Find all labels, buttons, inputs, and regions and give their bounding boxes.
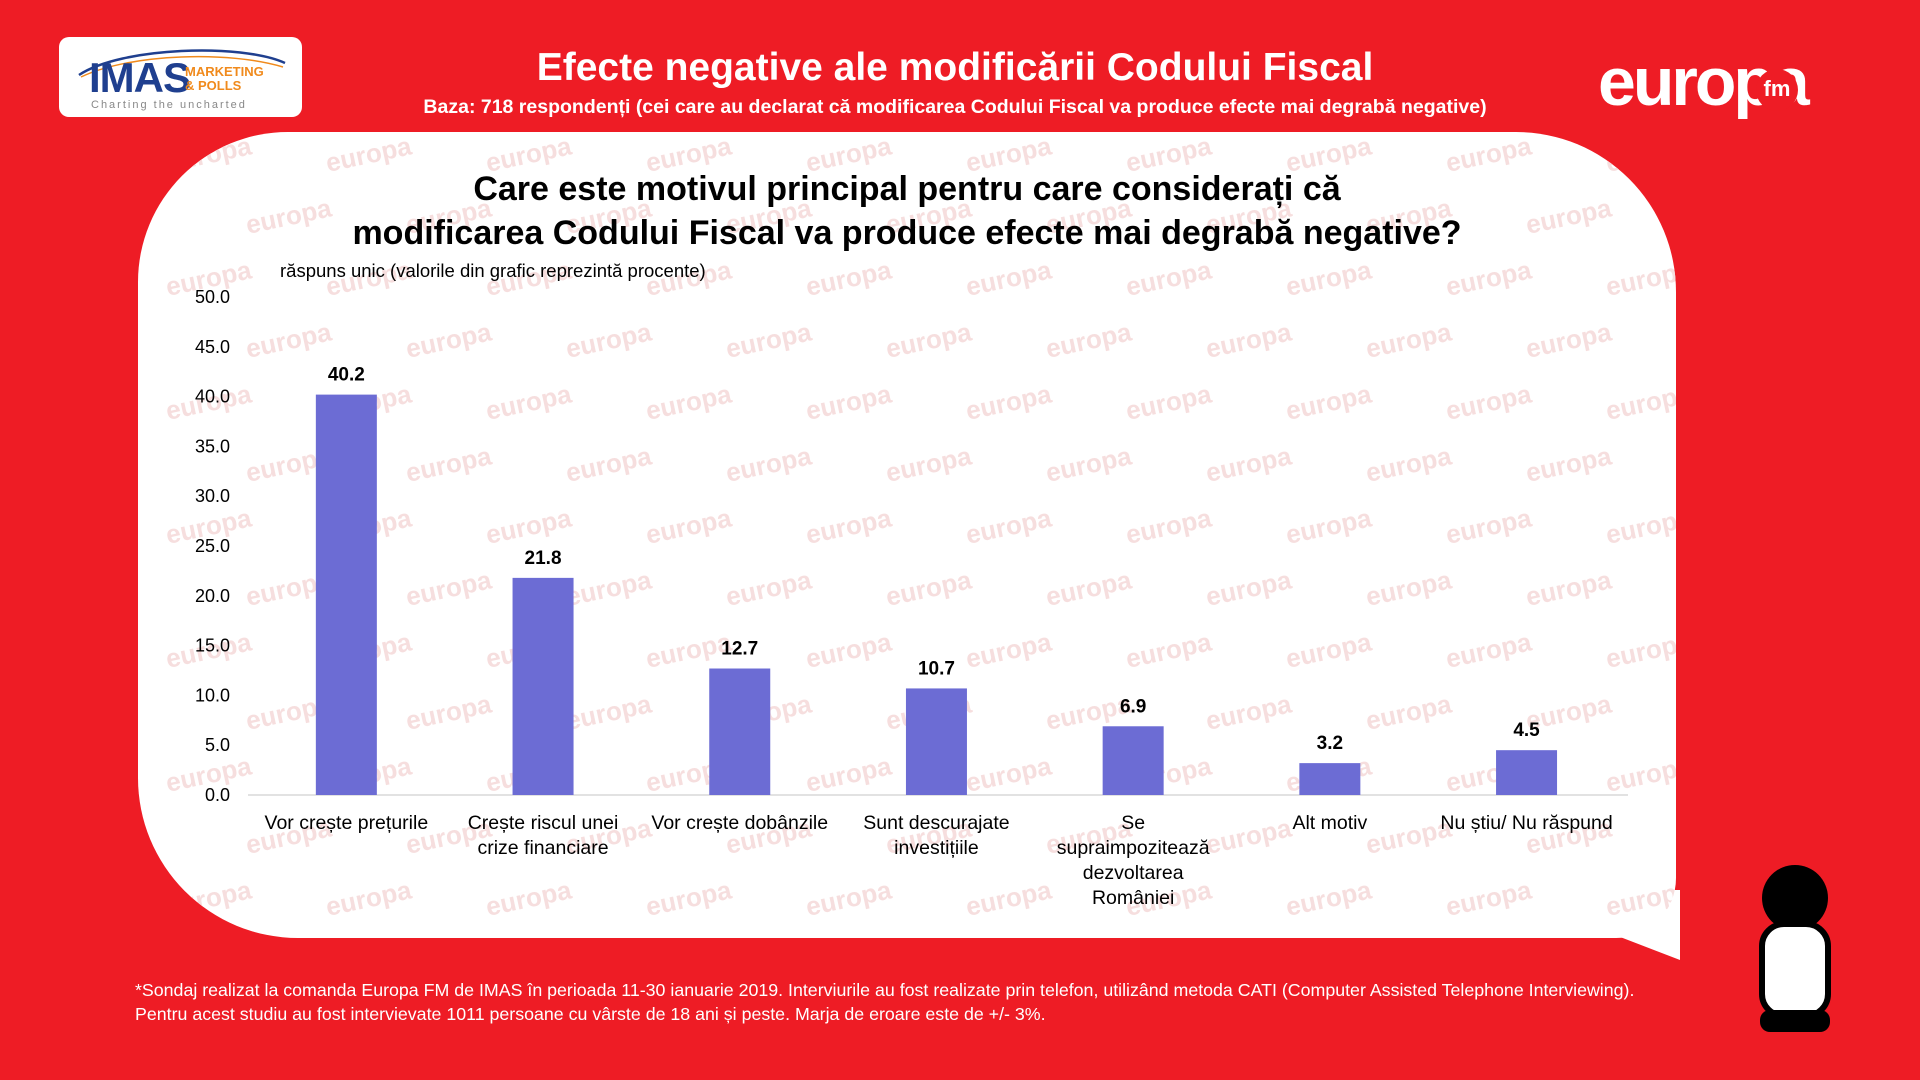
data-label: 12.7 <box>721 639 758 660</box>
y-tick-label: 45.0 <box>195 337 230 357</box>
chart-question: Care este motivul principal pentru care … <box>138 167 1676 255</box>
bar <box>1102 726 1164 795</box>
y-tick-label: 50.0 <box>195 287 230 307</box>
y-tick-label: 15.0 <box>195 636 230 656</box>
footnote: *Sondaj realizat la comanda Europa FM de… <box>135 978 1785 1026</box>
x-tick-label: Alt motiv <box>1292 812 1367 834</box>
bar <box>315 394 377 795</box>
x-tick-label: Vor crește dobânzile <box>651 812 828 834</box>
page-subtitle: Baza: 718 respondenți (cei care au decla… <box>423 96 1487 118</box>
question-line-2: modificarea Codului Fiscal va produce ef… <box>352 214 1462 252</box>
y-tick-label: 35.0 <box>195 436 230 456</box>
chart-note: răspuns unic (valorile din grafic reprez… <box>280 260 706 281</box>
x-tick-label: Vor crește prețurile <box>265 812 429 834</box>
y-tick-label: 25.0 <box>195 536 230 556</box>
y-tick-label: 30.0 <box>195 486 230 506</box>
x-tick-label: Sunt descurajate <box>863 812 1009 834</box>
page-title: Efecte negative ale modificării Codului … <box>536 46 1374 89</box>
data-label: 3.2 <box>1317 733 1343 754</box>
bar <box>512 577 574 795</box>
y-tick-label: 10.0 <box>195 685 230 705</box>
imas-swoosh-icon <box>78 49 286 78</box>
mascot-figure <box>1759 865 1831 1032</box>
bar <box>1299 763 1361 795</box>
y-tick-label: 40.0 <box>195 387 230 407</box>
y-tick-label: 5.0 <box>205 735 230 755</box>
data-label: 6.9 <box>1120 696 1146 717</box>
europa-fm-logo: europa fm <box>1598 44 1858 124</box>
imas-line1-text: MARKETING <box>185 64 264 79</box>
y-tick-label: 20.0 <box>195 586 230 606</box>
x-tick-label: Nu știu/ Nu răspund <box>1440 812 1612 834</box>
imas-brand-text: IMAS <box>89 54 191 101</box>
y-tick-label: 0.0 <box>205 785 230 805</box>
x-tick-label: României <box>1092 887 1174 909</box>
x-tick-label: Se <box>1121 812 1145 834</box>
x-tick-label: investițiile <box>894 837 979 859</box>
footnote-line-1: *Sondaj realizat la comanda Europa FM de… <box>135 980 1635 1000</box>
data-label: 40.2 <box>328 365 365 386</box>
imas-logo: IMAS MARKETING & POLLS Charting the unch… <box>59 37 302 117</box>
europa-logo-fm-badge: fm <box>1756 69 1798 111</box>
x-tick-label: dezvoltarea <box>1083 862 1184 884</box>
bar <box>1496 750 1558 795</box>
imas-line2-text: & POLLS <box>185 78 242 93</box>
data-label: 10.7 <box>918 658 955 679</box>
bar <box>905 688 967 795</box>
data-label: 4.5 <box>1513 720 1540 741</box>
x-tick-label: supraimpozitează <box>1057 837 1210 859</box>
footnote-line-2: Pentru acest studiu au fost intervievate… <box>135 1004 1046 1024</box>
data-label: 21.8 <box>525 548 562 569</box>
x-tick-label: Crește riscul unei <box>468 812 619 834</box>
x-tick-label: crize financiare <box>477 837 608 859</box>
imas-tagline: Charting the uncharted <box>91 99 247 111</box>
question-line-1: Care este motivul principal pentru care … <box>473 170 1341 208</box>
bar <box>709 668 771 795</box>
